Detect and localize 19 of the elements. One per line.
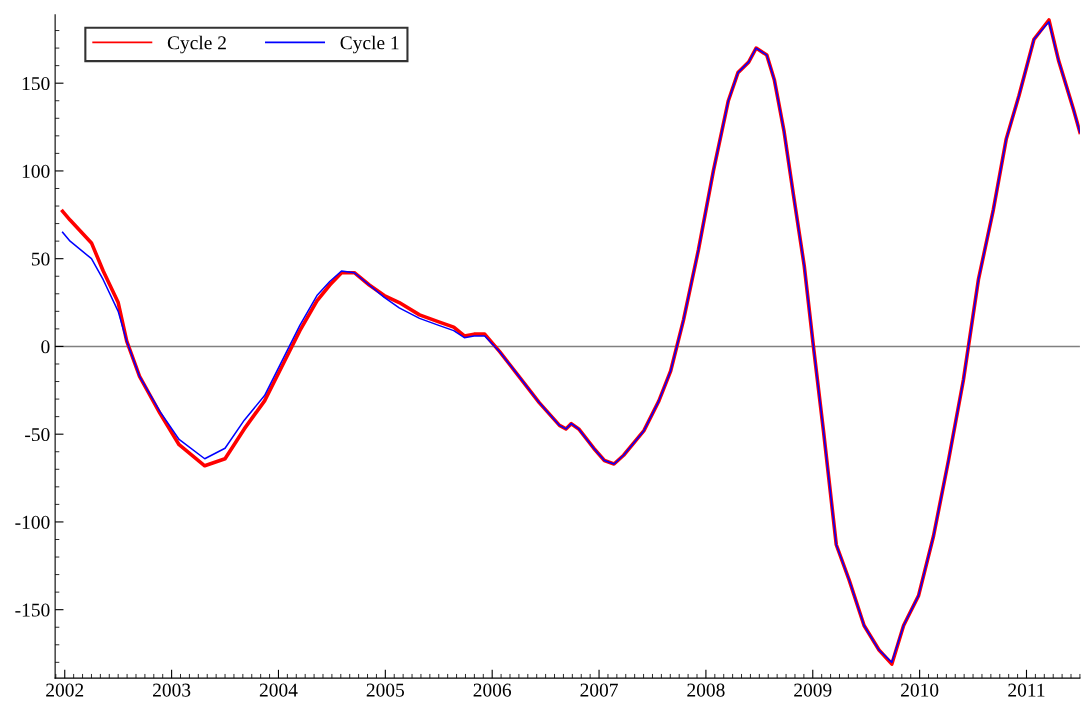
x-tick-label: 2006: [473, 683, 512, 697]
x-tick-label: 2010: [901, 683, 939, 697]
x-tick-label: 2008: [687, 683, 725, 697]
y-tick-label: -100: [15, 515, 50, 529]
x-tick-label: 2011: [1008, 683, 1045, 697]
y-tick-label: -150: [15, 603, 50, 617]
x-tick-label: 2003: [153, 683, 191, 697]
x-tick-label: 2009: [794, 683, 832, 697]
y-tick-label: 100: [22, 164, 50, 178]
y-tick-label: 150: [22, 77, 50, 91]
y-tick-label: -50: [25, 428, 50, 442]
y-tick-label: 0: [41, 340, 50, 354]
y-tick-label: 50: [31, 252, 50, 266]
x-tick-label: 2002: [46, 683, 84, 697]
x-tick-label: 2007: [580, 683, 618, 697]
legend-label: Cycle 2: [167, 35, 226, 54]
x-tick-label: 2004: [259, 683, 298, 697]
legend-label: Cycle 1: [340, 35, 399, 54]
x-tick-label: 2005: [366, 683, 405, 697]
